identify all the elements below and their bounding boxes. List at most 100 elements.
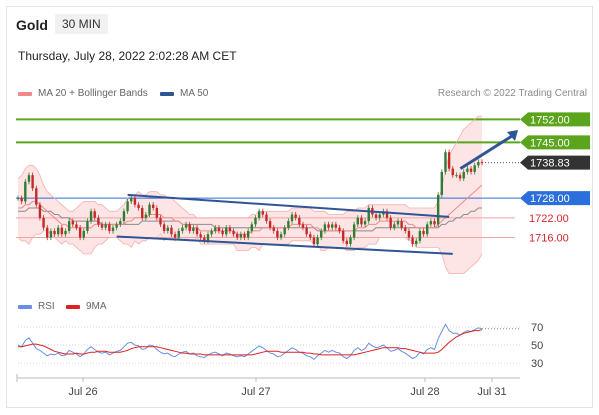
ma9-swatch-icon (66, 304, 80, 309)
candle-body (97, 217, 100, 225)
legend-rsi: RSI (18, 301, 55, 312)
candle-body (75, 224, 78, 228)
legend-ma50: MA 50 (160, 88, 208, 99)
candle-body (130, 198, 133, 202)
candle-body (341, 230, 345, 241)
candle-body (86, 221, 89, 231)
candle-body (276, 230, 279, 238)
legend-ma20-label: MA 20 + Bollinger Bands (38, 88, 148, 99)
candle-body (111, 227, 115, 231)
candle-body (455, 175, 458, 177)
candle-body (78, 227, 82, 238)
candle-body (104, 224, 107, 228)
legend-9ma: 9MA (66, 301, 107, 312)
rsi-tick-30: 30 (531, 358, 543, 370)
candle-body (181, 227, 184, 231)
candle-body (480, 162, 484, 164)
candle-body (166, 227, 169, 231)
instrument-title: Gold (16, 17, 48, 33)
candle-body (137, 204, 140, 208)
candle-body (217, 227, 221, 231)
candle-body (89, 211, 93, 222)
candle-body (433, 221, 436, 225)
candle-body (93, 211, 96, 218)
candle-body (188, 224, 191, 231)
candle-body (396, 221, 400, 225)
candle-body (352, 224, 356, 238)
candle-body (210, 230, 213, 235)
candle-body (265, 214, 268, 222)
candle-body (374, 214, 378, 218)
candle-body (214, 227, 217, 231)
candle-body (232, 230, 235, 235)
candle-body (250, 224, 254, 231)
candle-body (389, 217, 392, 228)
level-tag-1745.00 (520, 135, 590, 150)
candle-body (360, 217, 363, 225)
x-tick-label-Jul-28: Jul 28 (410, 386, 439, 398)
candle-body (444, 152, 447, 172)
candle-body (148, 204, 151, 215)
candle-body (254, 217, 257, 225)
candle-body (378, 214, 381, 218)
candle-body (42, 217, 45, 228)
candle-body (356, 217, 359, 225)
candle-body (418, 230, 422, 241)
candle-body (290, 214, 294, 222)
candle-body (323, 224, 327, 231)
copyright-text: Research © 2022 Trading Central (437, 88, 587, 99)
candle-body (404, 227, 407, 231)
candle-body (60, 227, 64, 235)
candle-body (345, 240, 349, 245)
candle-body (458, 175, 462, 179)
candle-body (100, 224, 104, 228)
level-label-1728.00: 1728.00 (530, 193, 570, 205)
candle-body (447, 152, 451, 169)
legend-rsi-label: RSI (38, 301, 55, 312)
candle-body (82, 230, 85, 238)
candle-body (320, 230, 323, 238)
candle-body (462, 171, 465, 179)
candle-body (199, 234, 202, 238)
candle-body (53, 230, 56, 235)
datetime-label: Thursday, July 28, 2022 2:02:28 AM CET (18, 49, 237, 63)
candle-body (469, 168, 473, 172)
candle-body (425, 224, 429, 235)
candle-body (46, 227, 49, 238)
candle-body (126, 201, 129, 212)
forecast-arrow-head-icon (507, 129, 518, 141)
level-label-1745.00: 1745.00 (530, 137, 570, 149)
candle-body (305, 227, 308, 235)
candle-body (301, 224, 305, 228)
candle-body (119, 221, 122, 225)
candle-body (177, 230, 180, 238)
bollinger-band-area (18, 116, 482, 274)
ma50-swatch-icon (160, 91, 174, 96)
legend-9ma-label: 9MA (86, 301, 107, 312)
candle-body (246, 230, 250, 238)
bb-lower-line (17, 230, 483, 274)
candle-body (151, 204, 155, 208)
x-tick-label-Jul-31: Jul 31 (477, 386, 506, 398)
candle-body (133, 198, 137, 205)
candle-body (268, 221, 272, 228)
level-label-1738.83: 1738.83 (530, 158, 570, 170)
candle-body (184, 224, 188, 228)
candle-body (243, 234, 246, 238)
rsi-tick-70: 70 (531, 322, 543, 334)
rsi-line (17, 323, 483, 361)
candle-body (225, 227, 228, 235)
candle-body (49, 230, 53, 238)
ma20-line (18, 184, 483, 235)
candle-body (407, 230, 411, 238)
candle-body (334, 224, 338, 228)
candle-body (327, 224, 330, 228)
candle-body (24, 181, 27, 202)
candle-body (228, 227, 232, 231)
candle-body (287, 221, 290, 228)
candle-body (173, 234, 177, 238)
timeframe-badge[interactable]: 30 MIN (55, 14, 108, 34)
candle-body (279, 234, 283, 238)
